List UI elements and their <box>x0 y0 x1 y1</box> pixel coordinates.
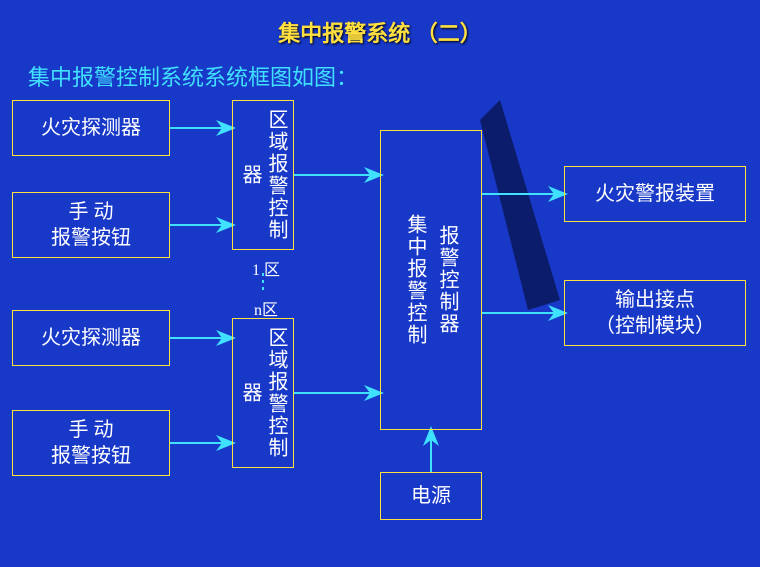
node-zone-controller-2: 区域报警控制器 <box>232 318 294 468</box>
slide-title: 集中报警系统 （二） <box>0 16 760 48</box>
node-manual-button-1: 手 动报警按钮 <box>12 192 170 258</box>
node-output-contact: 输出接点（控制模块） <box>564 280 746 346</box>
node-central-controller: 集中报警控制 报警控制器 <box>380 130 482 430</box>
node-fire-detector-2: 火灾探测器 <box>12 310 170 366</box>
node-power: 电源 <box>380 472 482 520</box>
node-fire-detector-1: 火灾探测器 <box>12 100 170 156</box>
node-zone-controller-1: 区域报警控制器 <box>232 100 294 250</box>
slide-subtitle: 集中报警控制系统系统框图如图： <box>28 60 358 92</box>
label-zone-n: n区 <box>242 296 290 320</box>
node-manual-button-2: 手 动报警按钮 <box>12 410 170 476</box>
node-fire-alarm-device: 火灾警报装置 <box>564 166 746 222</box>
decor-shadow <box>480 100 560 310</box>
label-zone-1: 1 区 <box>242 256 290 280</box>
